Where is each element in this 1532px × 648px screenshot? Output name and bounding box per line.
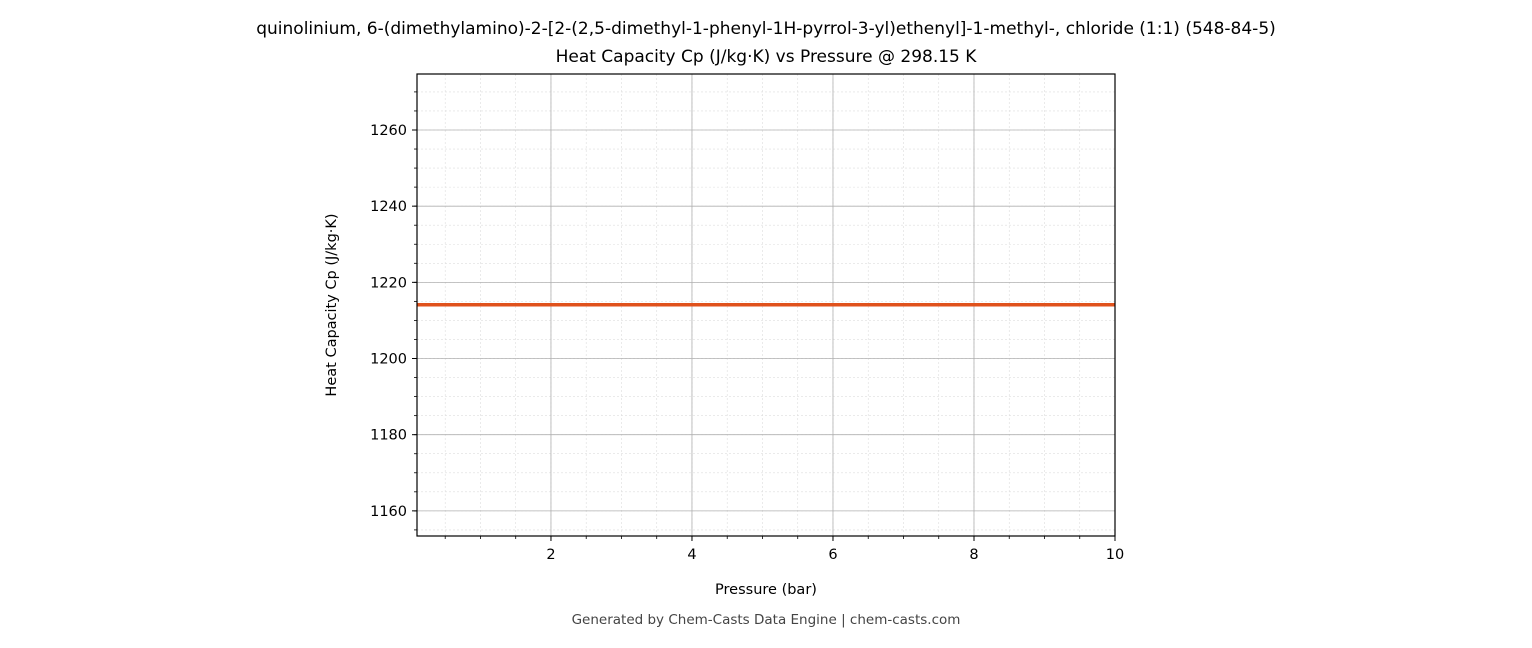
ticks: 2 4 6 8 10 1160 1180 1200 1220 1240 1260 [370, 91, 1124, 563]
plot-frame [416, 73, 1116, 537]
y-tick-label: 1180 [370, 428, 407, 444]
chart-subtitle: Heat Capacity Cp (J/kg·K) vs Pressure @ … [556, 47, 978, 67]
x-tick-label: 10 [1106, 547, 1124, 563]
footer-credit: Generated by Chem-Casts Data Engine | ch… [572, 612, 961, 628]
y-tick-label: 1160 [370, 504, 407, 520]
chart-title: quinolinium, 6-(dimethylamino)-2-[2-(2,5… [256, 19, 1276, 39]
y-axis-label: Heat Capacity Cp (J/kg·K) [324, 213, 340, 396]
y-tick-label: 1240 [370, 199, 407, 215]
grid [417, 74, 1116, 536]
x-tick-label: 6 [828, 547, 837, 563]
x-tick-label: 8 [969, 547, 978, 563]
x-tick-label: 2 [546, 547, 555, 563]
y-tick-label: 1220 [370, 275, 407, 291]
x-axis-label: Pressure (bar) [715, 582, 817, 598]
y-tick-label: 1200 [370, 352, 407, 368]
x-tick-label: 4 [687, 547, 696, 563]
y-tick-label: 1260 [370, 123, 407, 139]
